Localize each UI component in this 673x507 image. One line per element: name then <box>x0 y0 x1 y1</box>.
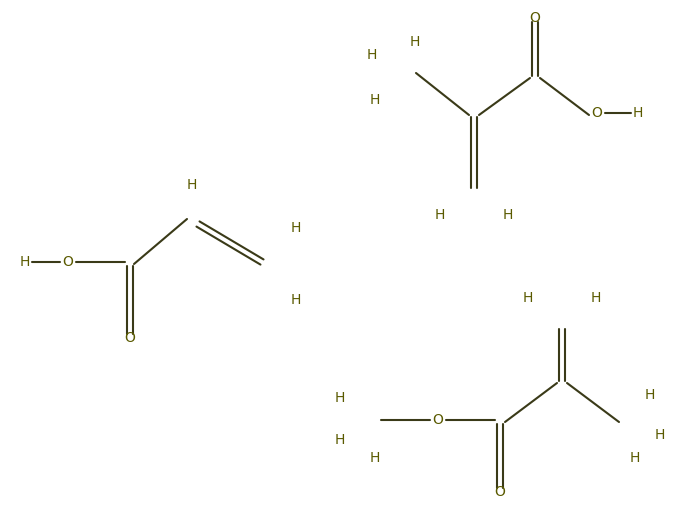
Text: H: H <box>630 451 640 465</box>
Text: H: H <box>655 428 665 442</box>
Text: H: H <box>187 178 197 192</box>
Text: H: H <box>20 255 30 269</box>
Text: O: O <box>433 413 444 427</box>
Text: H: H <box>410 35 420 49</box>
Text: H: H <box>435 208 445 222</box>
Text: O: O <box>495 485 505 499</box>
Text: O: O <box>592 106 602 120</box>
Text: H: H <box>291 221 302 235</box>
Text: H: H <box>503 208 513 222</box>
Text: H: H <box>523 291 533 305</box>
Text: O: O <box>63 255 73 269</box>
Text: H: H <box>367 48 377 62</box>
Text: O: O <box>125 331 135 345</box>
Text: O: O <box>530 11 540 25</box>
Text: H: H <box>369 93 380 107</box>
Text: H: H <box>591 291 601 305</box>
Text: H: H <box>334 391 345 405</box>
Text: H: H <box>334 433 345 447</box>
Text: H: H <box>633 106 643 120</box>
Text: H: H <box>645 388 656 402</box>
Text: H: H <box>291 293 302 307</box>
Text: H: H <box>369 451 380 465</box>
